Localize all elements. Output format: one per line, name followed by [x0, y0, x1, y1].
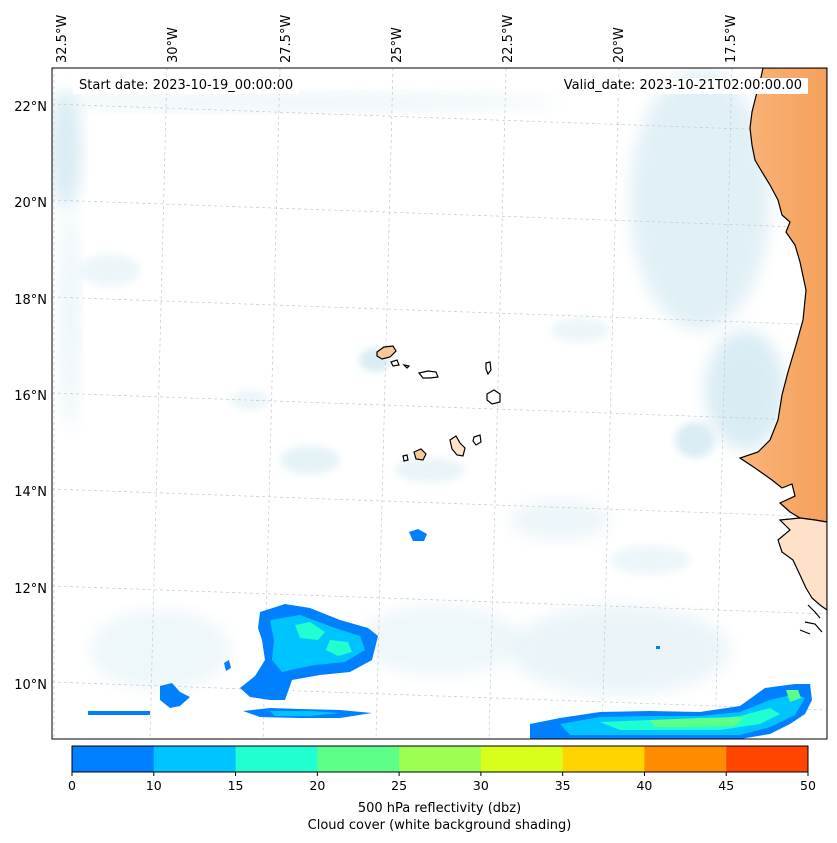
colorbar-segment: [153, 746, 237, 772]
lon-tick-label: 30°W: [166, 27, 181, 63]
colorbar-tick-label: 35: [555, 778, 571, 793]
colorbar-segment: [72, 746, 155, 772]
lat-tick-label: 18°N: [14, 293, 47, 308]
colorbar-segment: [562, 746, 645, 772]
island-brava: [402, 454, 409, 462]
lat-tick-label: 12°N: [14, 582, 47, 597]
colorbar-segment: [235, 746, 318, 772]
start-date-label: Start date: 2023-10-19_00:00:00: [73, 78, 300, 94]
reflectivity-small-cell: [409, 529, 427, 541]
reflectivity-main-cell-inner: [270, 615, 365, 672]
island-sao-nicolau: [417, 370, 439, 379]
valid-date-label: Valid_date: 2023-10-21T02:00:00.00: [557, 78, 808, 94]
map-border: [51, 67, 828, 740]
reflectivity-tiny-cell: [224, 660, 231, 671]
reflectivity-se-band-max2: [786, 690, 801, 702]
lat-tick-label: 14°N: [14, 485, 47, 500]
island-santo-antao: [376, 345, 397, 360]
reflectivity-patches: [88, 529, 812, 739]
lat-tick-label: 22°N: [14, 100, 47, 115]
lat-tick-label: 20°N: [14, 196, 47, 211]
colorbar-segment: [317, 746, 400, 772]
colorbar-segment: [399, 746, 482, 772]
colorbar: 0 10 15 20 25 30 35 40 45 50: [68, 745, 816, 793]
colorbar-segment: [480, 746, 564, 772]
colorbar-tick-label: 10: [146, 778, 162, 793]
cape-verde-islands: [376, 345, 501, 462]
latitude-labels: 22°N 20°N 18°N 16°N 14°N 12°N 10°N: [14, 100, 47, 693]
reflectivity-se-band-max: [650, 717, 745, 727]
cloud-cover-shading: [52, 70, 785, 695]
reflectivity-west-line: [88, 711, 150, 715]
colorbar-tick-label: 0: [68, 778, 76, 793]
island-santiago: [449, 435, 466, 457]
reflectivity-main-cell-core2: [326, 640, 352, 656]
colorbar-segment: [644, 746, 727, 772]
lon-tick-label: 27.5°W: [279, 15, 294, 63]
colorbar-tick-label: 30: [473, 778, 489, 793]
colorbar-tick-label: 20: [309, 778, 325, 793]
lon-tick-label: 17.5°W: [724, 15, 739, 63]
lon-tick-label: 20°W: [612, 27, 627, 63]
island-sal: [485, 361, 492, 376]
island-boa-vista: [486, 389, 501, 405]
guinea-landmass: [777, 517, 827, 611]
colorbar-label: 500 hPa reflectivity (dbz): [357, 801, 522, 816]
reflectivity-tiny-east: [656, 646, 660, 649]
lon-tick-label: 22.5°W: [501, 15, 516, 63]
colorbar-tick-label: 40: [636, 778, 652, 793]
colorbar-outline: [71, 745, 809, 773]
island-sao-vicente: [390, 359, 400, 367]
reflectivity-south-line-inner: [270, 711, 340, 716]
africa-landmass: [738, 68, 827, 523]
island-maio: [472, 434, 482, 446]
colorbar-tick-label: 25: [391, 778, 407, 793]
colorbar-tick-label: 45: [718, 778, 734, 793]
colorbar-tick-label: 50: [800, 778, 816, 793]
lon-tick-label: 25°W: [390, 27, 405, 63]
reflectivity-west-blob: [160, 683, 190, 708]
longitude-labels: 32.5°W 30°W 27.5°W 25°W 22.5°W 20°W 17.5°W: [55, 15, 739, 63]
colorbar-sublabel: Cloud cover (white background shading): [307, 818, 572, 833]
guinea-coast: [799, 604, 823, 635]
lat-tick-label: 10°N: [14, 678, 47, 693]
colorbar-tick-label: 15: [228, 778, 244, 793]
colorbar-segment: [726, 746, 809, 772]
reflectivity-main-cell-core: [295, 622, 325, 640]
island-santa-luzia: [402, 364, 411, 369]
lon-tick-label: 32.5°W: [55, 15, 70, 63]
lat-tick-label: 16°N: [14, 389, 47, 404]
island-fogo: [413, 448, 427, 461]
